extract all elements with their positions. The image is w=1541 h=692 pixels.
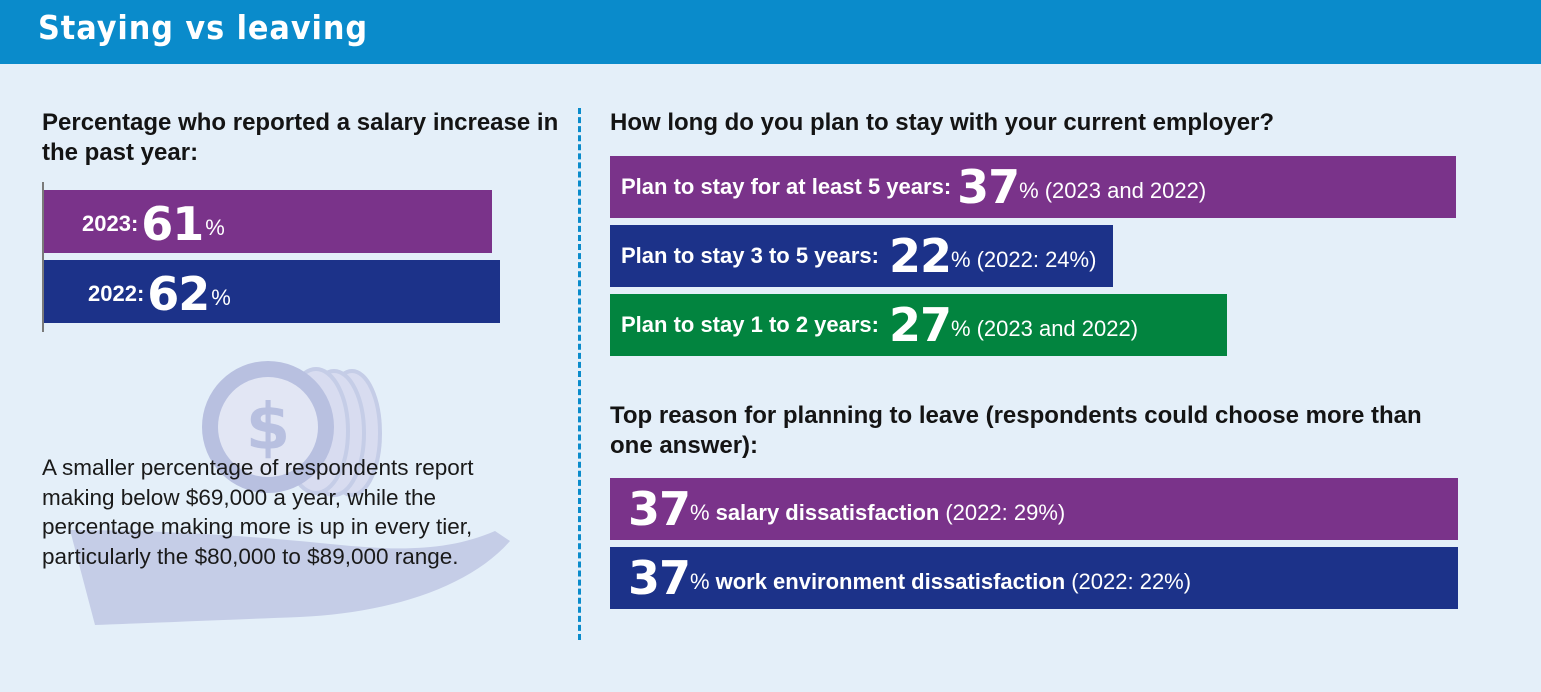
stay-bar-5plus: Plan to stay for at least 5 years: 37 % … bbox=[610, 156, 1456, 218]
salary-bar-2022-value: 62 bbox=[147, 266, 210, 321]
salary-bar-2023-unit: % bbox=[205, 214, 225, 240]
stay-bar-1to2-label: Plan to stay 1 to 2 years: bbox=[621, 312, 879, 337]
hand-with-coins-icon: $ bbox=[70, 361, 510, 625]
stay-bar-3to5-note: (2022: 24%) bbox=[976, 247, 1097, 272]
leave-bar-salary: 37 % salary dissatisfaction (2022: 29%) bbox=[610, 478, 1458, 540]
leave-bar-environment-value: 37 bbox=[628, 551, 691, 605]
svg-text:$: $ bbox=[246, 391, 291, 465]
salary-bar-2023-value: 61 bbox=[141, 196, 204, 251]
leave-bar-environment-label: work environment dissatisfaction bbox=[715, 569, 1066, 594]
salary-bar-2022-label: 2022: bbox=[88, 280, 145, 306]
salary-bars-axis bbox=[42, 182, 44, 332]
stay-bar-3to5: Plan to stay 3 to 5 years: 22 % (2022: 2… bbox=[610, 225, 1113, 287]
stay-bar-3to5-value: 22 bbox=[889, 229, 952, 283]
page-title: Staying vs leaving bbox=[38, 8, 369, 47]
stay-bar-1to2-note: (2023 and 2022) bbox=[976, 316, 1139, 341]
column-divider bbox=[578, 108, 581, 640]
stay-bar-1to2-unit: % bbox=[951, 316, 971, 341]
header-banner: Staying vs leaving bbox=[0, 0, 1541, 64]
salary-bar-2022-unit: % bbox=[211, 284, 231, 310]
salary-increase-question: Percentage who reported a salary increas… bbox=[42, 109, 559, 166]
leave-bar-salary-value: 37 bbox=[628, 482, 691, 536]
leave-bar-salary-label: salary dissatisfaction bbox=[715, 500, 940, 525]
stay-bar-1to2: Plan to stay 1 to 2 years: 27 % (2023 an… bbox=[610, 294, 1227, 356]
stay-question: How long do you plan to stay with your c… bbox=[610, 109, 1275, 136]
stay-bar-5plus-value: 37 bbox=[957, 160, 1020, 214]
salary-bar-2023-label: 2023: bbox=[82, 210, 139, 236]
stay-bar-1to2-value: 27 bbox=[889, 298, 952, 352]
salary-bar-2023: 2023: 61 % bbox=[44, 190, 492, 253]
leave-bar-environment-note: (2022: 22%) bbox=[1071, 569, 1192, 594]
stay-bar-5plus-unit: % bbox=[1019, 178, 1039, 203]
salary-summary-text: A smaller percentage of respondents repo… bbox=[42, 455, 474, 569]
leave-question: Top reason for planning to leave (respon… bbox=[610, 402, 1422, 459]
leave-bar-salary-note: (2022: 29%) bbox=[945, 500, 1066, 525]
leave-bar-salary-unit: % bbox=[690, 500, 710, 525]
leave-bar-environment: 37 % work environment dissatisfaction (2… bbox=[610, 547, 1458, 609]
stay-bar-3to5-label: Plan to stay 3 to 5 years: bbox=[621, 243, 879, 268]
stay-bar-5plus-label: Plan to stay for at least 5 years: bbox=[621, 174, 952, 199]
stay-bar-3to5-unit: % bbox=[951, 247, 971, 272]
salary-bar-2022: 2022: 62 % bbox=[44, 260, 500, 323]
stay-bar-5plus-note: (2023 and 2022) bbox=[1044, 178, 1207, 203]
leave-bar-environment-unit: % bbox=[690, 569, 710, 594]
